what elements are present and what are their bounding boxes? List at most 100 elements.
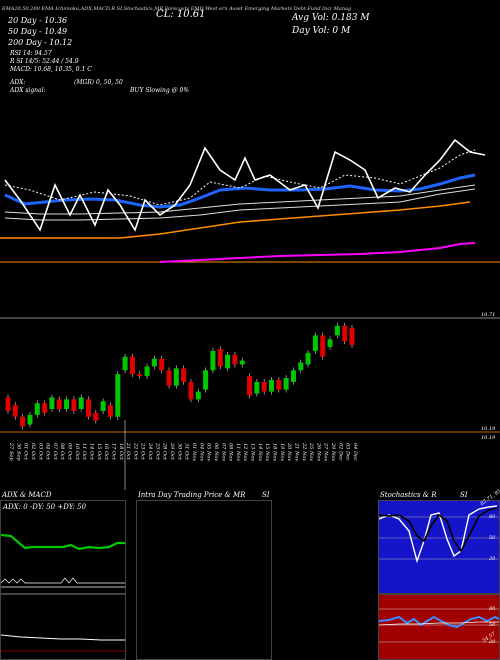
- candle-body: [129, 356, 135, 375]
- x-axis-date-label: 28 Oct: [162, 442, 168, 461]
- candle-body: [5, 397, 11, 411]
- x-axis-date-label: 11 Oct: [81, 443, 87, 461]
- adx-panel-title: ADX & MACD: [2, 491, 52, 499]
- x-axis-date-label: 04 Nov: [198, 443, 204, 461]
- rsi-label: RSI 14: 94.57: [10, 50, 52, 57]
- x-axis-date-label: 31 Oct: [184, 443, 190, 461]
- x-axis-date-label: 18 Oct: [118, 443, 124, 461]
- x-axis-date-label: 04 Dec: [352, 443, 358, 461]
- candle-body: [247, 376, 253, 396]
- candlestick-group: [5, 322, 355, 490]
- candle-body: [20, 416, 26, 427]
- candle-body: [78, 397, 84, 410]
- candle-body: [195, 391, 201, 400]
- x-axis-date-label: 12 Nov: [242, 443, 248, 461]
- stoch-tick-50: 50: [489, 535, 496, 541]
- candle-body: [342, 325, 348, 342]
- x-axis-date-label: 14 Oct: [89, 443, 95, 461]
- x-axis-date-label: 25 Oct: [154, 442, 160, 461]
- stoch-tick-80: 80: [489, 514, 496, 520]
- stochastics-plot: [379, 505, 499, 564]
- candle-body: [276, 379, 282, 390]
- rsi-tick-20: 20: [489, 639, 496, 645]
- adx-values: ADX: 0 -DY: 50 +DY: 50: [3, 503, 87, 511]
- candle-body: [210, 350, 216, 371]
- x-axis-date-label: 15 Nov: [264, 443, 270, 461]
- candle-body: [173, 368, 179, 386]
- x-axis-date-label: 06 Nov: [213, 443, 219, 461]
- candle-body: [334, 325, 340, 336]
- x-axis-date-label: 05 Nov: [206, 443, 212, 461]
- x-axis-date-label: 29 Nov: [330, 442, 336, 461]
- x-axis-date-label: 17 Oct: [110, 443, 116, 461]
- macd-plot: [1, 634, 125, 652]
- x-axis-date-label: 20 Nov: [286, 442, 292, 461]
- x-axis-date-label: 25 Nov: [308, 442, 314, 461]
- x-axis-date-label: 03 Oct: [37, 443, 43, 461]
- stoch-d-line: [379, 507, 498, 553]
- candle-body: [12, 405, 18, 417]
- candle-body: [122, 356, 128, 371]
- ema200-line: [0, 201, 471, 239]
- adx-panel: ADX: 0 -DY: 50 +DY: 50: [0, 500, 126, 594]
- x-axis-date-label: 26 Nov: [315, 442, 321, 461]
- candle-body: [217, 348, 223, 367]
- x-axis-date-label: 30 Sep: [15, 443, 21, 461]
- x-axis-date-label: 19 Nov: [279, 443, 285, 461]
- avg-volume: Avg Vol: 0.183 M: [292, 13, 370, 23]
- chart-header-title: EMA20,50,200 EMA Ichimoku,ADX,MACD,R SI,…: [2, 6, 352, 12]
- x-axis-date-label: 18 Nov: [271, 443, 277, 461]
- rsi-line-label: R SI 14/5: 52.44 / 54.9: [10, 58, 79, 65]
- candle-body: [298, 362, 304, 371]
- candle-body: [100, 401, 106, 411]
- x-axis-date-label: 04 Oct: [45, 443, 51, 461]
- candle-body: [144, 366, 150, 377]
- x-axis-date-label: 27 Nov: [323, 442, 329, 461]
- candle-body: [42, 403, 48, 413]
- stoch-tick-20: 20: [489, 556, 496, 562]
- adx-plot: [1, 533, 125, 588]
- x-axis-date-label: 11 Nov: [235, 443, 241, 461]
- candle-body: [166, 370, 172, 386]
- candle-body: [181, 368, 187, 382]
- price-axis-top: 10.71: [481, 312, 496, 318]
- ema200-label: 200 Day - 10.12: [8, 38, 73, 47]
- candle-body: [56, 399, 62, 410]
- x-axis-date-label: 01 Nov: [191, 443, 197, 461]
- x-axis-date-label: 15 Oct: [96, 443, 102, 461]
- candle-body: [261, 381, 267, 392]
- x-axis-date-label: 02 Dec: [337, 443, 343, 461]
- candle-body: [225, 354, 231, 369]
- rsi-panel: 80 50 20: [378, 594, 500, 660]
- x-axis-date-label: 10 Oct: [74, 443, 80, 461]
- price-close-line: [4, 138, 486, 232]
- candle-body: [34, 403, 40, 415]
- stoch-panel-title: Stochastics & R: [380, 491, 437, 499]
- buy-signal-label: BUY Slowing @ 0%: [130, 87, 190, 94]
- candle-body: [71, 399, 77, 411]
- candle-body: [64, 399, 70, 410]
- price-axis-bottom-1: 10.19: [481, 426, 496, 432]
- x-axis-date-label: 09 Oct: [67, 443, 73, 461]
- candle-body: [349, 327, 355, 346]
- x-axis-date-label: 16 Oct: [103, 443, 109, 461]
- x-axis-date-label: 14 Nov: [257, 443, 263, 461]
- intraday-panel: [136, 500, 272, 660]
- candle-body: [290, 370, 296, 382]
- x-axis-date-label: 24 Oct: [147, 442, 153, 461]
- macd-label: MACD: 10.68, 10.35, 0.1 C: [10, 66, 92, 73]
- mgr-label: (MGR) 0, 50, 50: [74, 79, 123, 86]
- stoch-panel-si: SI: [460, 491, 468, 499]
- adx-label: ADX:: [10, 79, 26, 86]
- x-axis-date-label: 03 Dec: [345, 443, 351, 461]
- candle-body: [151, 358, 157, 367]
- candle-body: [327, 339, 333, 348]
- candle-body: [305, 352, 311, 365]
- ema50-line: [4, 184, 476, 215]
- magenta-line: [159, 242, 476, 263]
- candle-body: [254, 381, 260, 394]
- x-axis-date-label: 02 Oct: [30, 443, 36, 461]
- x-axis-date-label: 23 Oct: [140, 442, 146, 461]
- candle-body: [107, 405, 113, 417]
- intra-panel-si: SI: [262, 491, 270, 499]
